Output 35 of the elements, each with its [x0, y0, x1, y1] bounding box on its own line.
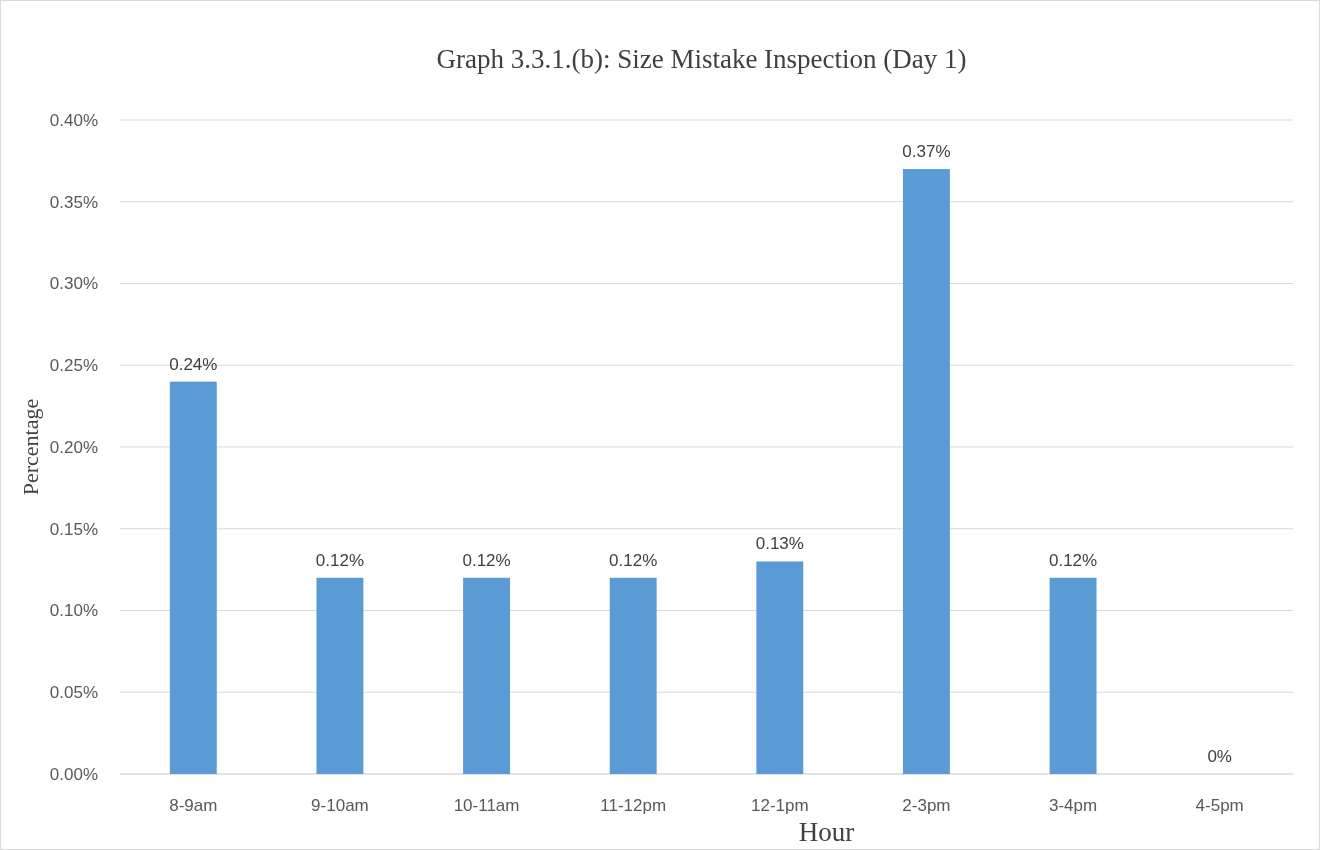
y-tick-label: 0.30%: [49, 274, 98, 294]
y-tick-label: 0.15%: [49, 519, 98, 539]
x-axis-title: Hour: [798, 817, 855, 847]
data-label: 0.12%: [1048, 550, 1098, 570]
data-label: 0.13%: [755, 534, 804, 554]
x-tick-label: 8-9am: [169, 795, 218, 815]
x-tick-label: 4-5pm: [1195, 795, 1244, 815]
y-tick-label: 0.00%: [49, 764, 98, 784]
data-label: 0%: [1207, 747, 1232, 766]
bar: [169, 381, 217, 774]
y-tick-label: 0.10%: [49, 601, 98, 621]
y-tick-label: 0.20%: [49, 437, 98, 457]
bar: [756, 561, 804, 774]
bar: [463, 577, 511, 774]
data-label: 0.12%: [609, 550, 658, 570]
bar: [1049, 577, 1097, 774]
data-label: 0.12%: [462, 550, 511, 570]
x-tick-label: 11-12pm: [600, 795, 667, 815]
data-label: 0.37%: [902, 142, 951, 162]
y-tick-label: 0.40%: [49, 110, 98, 130]
y-axis-title: Percentage: [18, 398, 43, 496]
bar: [609, 577, 657, 774]
y-tick-label: 0.25%: [49, 356, 98, 376]
x-tick-label: 2-3pm: [902, 795, 951, 815]
x-tick-label: 10-11am: [453, 795, 520, 815]
bar: [902, 169, 950, 774]
y-tick-label: 0.05%: [49, 683, 98, 703]
x-tick-label: 9-10am: [311, 795, 369, 815]
x-tick-label: 12-1pm: [750, 795, 809, 815]
chart-title: Graph 3.3.1.(b): Size Mistake Inspection (Day 1): [436, 44, 967, 74]
y-tick-label: 0.35%: [49, 192, 98, 212]
bar: [316, 577, 364, 774]
data-label: 0.12%: [315, 550, 365, 570]
data-label: 0.24%: [169, 354, 218, 374]
x-tick-label: 3-4pm: [1048, 795, 1098, 815]
